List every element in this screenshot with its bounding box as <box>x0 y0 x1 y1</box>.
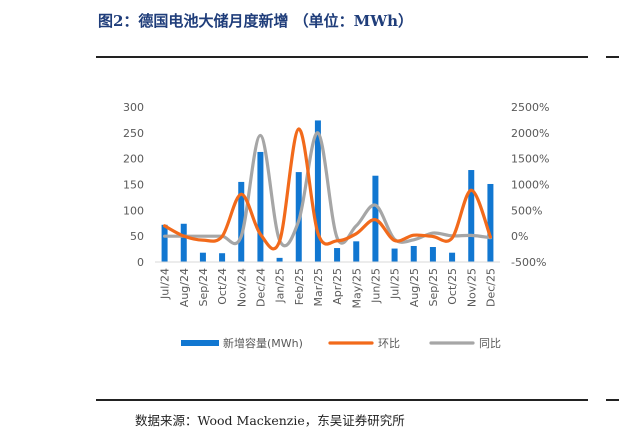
series-line <box>162 131 493 248</box>
left-tick-label: 200 <box>123 153 144 166</box>
top-rule-right <box>606 56 619 58</box>
x-tick-label: Sep/24 <box>197 268 210 306</box>
x-tick-label: Mar/25 <box>312 268 325 306</box>
left-tick-label: 100 <box>123 204 144 217</box>
right-tick-label: -500% <box>511 256 546 269</box>
legend-label: 同比 <box>479 337 501 350</box>
right-tick-label: 1500% <box>511 153 549 166</box>
bar <box>199 252 206 262</box>
legend-label: 环比 <box>378 337 400 350</box>
x-tick-label: Sep/25 <box>427 268 440 306</box>
bar <box>314 120 321 262</box>
x-tick-label: Dec/24 <box>254 268 267 307</box>
left-tick-label: 50 <box>130 230 144 243</box>
x-tick-label: Nov/24 <box>235 268 248 307</box>
bar <box>238 181 245 262</box>
page-title: 图2：德国电池大储月度新增 （单位：MWh） <box>98 12 414 30</box>
bar <box>219 253 226 262</box>
x-tick-label: Jul/24 <box>159 268 172 300</box>
bar <box>468 170 475 262</box>
bar <box>276 257 283 262</box>
left-tick-label: 250 <box>123 127 144 140</box>
bar <box>257 151 264 262</box>
left-tick-label: 150 <box>123 179 144 192</box>
right-tick-label: 500% <box>511 204 542 217</box>
bottom-rule <box>96 399 588 401</box>
bar <box>353 241 360 262</box>
x-tick-label: Nov/25 <box>465 268 478 307</box>
bar <box>410 245 417 262</box>
legend-swatch-bar <box>181 340 219 346</box>
right-tick-label: 2000% <box>511 127 549 140</box>
bar <box>449 252 456 262</box>
top-rule <box>96 56 588 58</box>
x-tick-label: Oct/24 <box>216 268 229 305</box>
legend-label: 新增容量(MWh) <box>223 336 303 350</box>
bar <box>161 224 168 262</box>
x-tick-label: Jul/25 <box>389 268 402 300</box>
x-tick-label: Aug/25 <box>408 268 421 307</box>
x-tick-label: Feb/25 <box>293 268 306 305</box>
x-tick-label: Jan/25 <box>274 268 287 304</box>
x-tick-label: Jun/25 <box>369 268 382 304</box>
source-note: 数据来源：Wood Mackenzie，东吴证券研究所 <box>135 413 405 428</box>
bar <box>487 183 494 262</box>
right-tick-label: 1000% <box>511 179 549 192</box>
left-tick-label: 0 <box>137 256 144 269</box>
bar <box>429 247 436 262</box>
x-tick-label: May/25 <box>350 268 363 308</box>
right-tick-label: 2500% <box>511 101 549 114</box>
series-line <box>162 127 493 251</box>
bar <box>391 248 398 262</box>
bar <box>180 223 187 262</box>
right-tick-label: 0% <box>511 230 528 243</box>
bar <box>334 248 341 262</box>
x-tick-label: Apr/25 <box>331 268 344 305</box>
x-tick-label: Dec/25 <box>484 268 497 307</box>
x-tick-label: Aug/24 <box>178 268 191 307</box>
left-tick-label: 300 <box>123 101 144 114</box>
x-tick-label: Oct/25 <box>446 268 459 305</box>
bottom-rule-right <box>606 399 619 401</box>
